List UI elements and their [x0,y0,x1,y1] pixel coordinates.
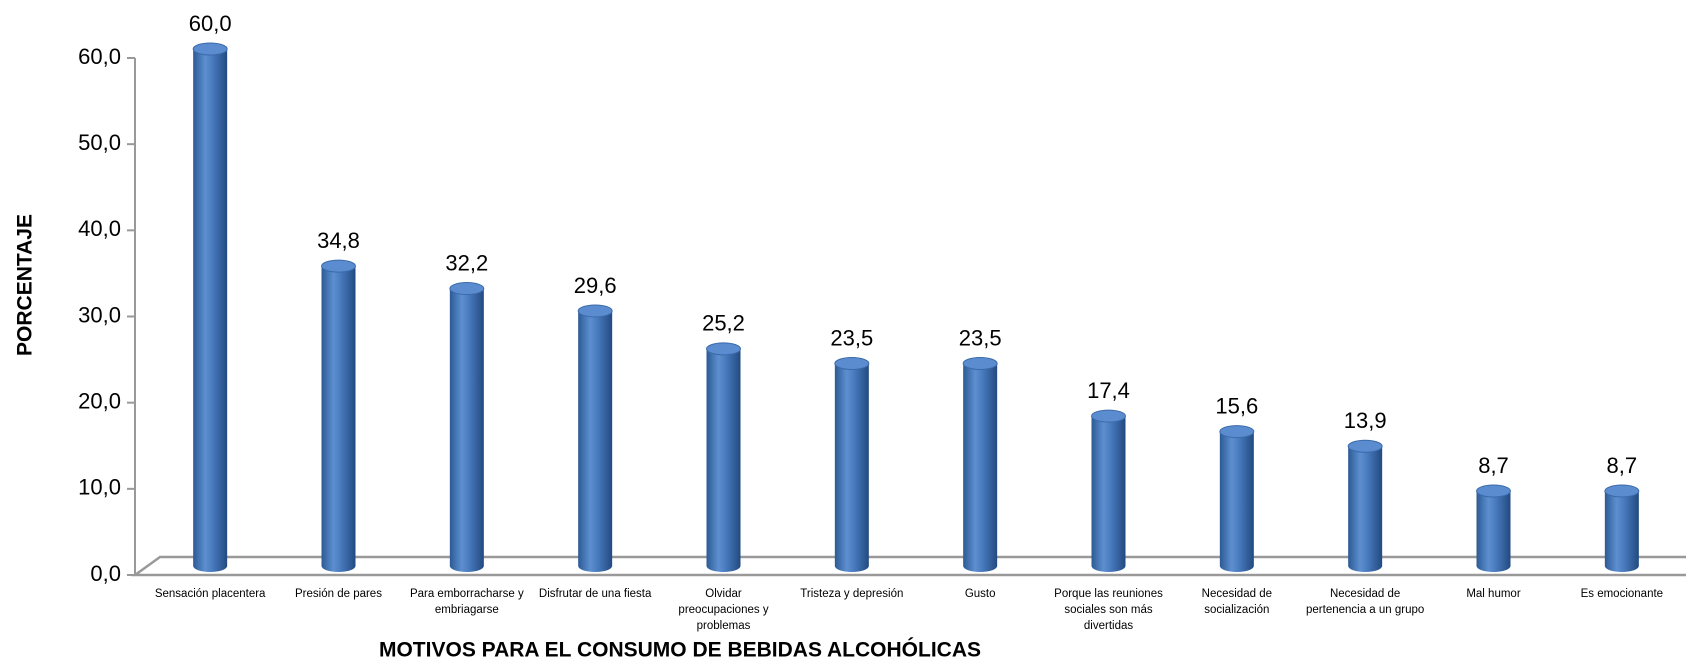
bar-body [1476,491,1511,572]
bar-body [1604,491,1639,572]
bar-top [1091,409,1126,423]
bar-body [321,266,356,572]
y-tick-label: 60,0 [78,44,121,69]
y-tick-label: 20,0 [78,388,121,413]
bar-top [1476,484,1511,498]
data-label: 25,2 [702,311,745,336]
bar-body [834,363,869,572]
bar [962,357,998,572]
data-label: 32,2 [445,250,488,275]
bar-top [192,42,228,56]
bar [1604,484,1640,572]
x-tick-label: Gusto [964,588,996,600]
bar [321,259,356,572]
bar-top [321,259,356,273]
y-tick-label: 10,0 [78,475,121,500]
bar-top [449,282,485,296]
x-tick-label: Porque las reuniones sociales son más di… [1054,588,1163,632]
x-tick-label: Disfrutar de una fiesta [538,588,652,600]
y-tick-label: 50,0 [78,130,121,155]
bar [449,282,485,572]
y-tick-label: 40,0 [78,216,121,241]
x-tick-label: Tristeza y depresión [800,588,904,600]
data-label: 29,6 [574,273,617,298]
data-label: 23,5 [959,325,1002,350]
floor [131,555,1686,577]
y-tick-label: 0,0 [90,561,121,586]
data-label: 8,7 [1607,453,1638,478]
data-label: 8,7 [1478,453,1509,478]
bar-body [706,348,741,572]
data-label: 60,0 [189,11,232,36]
x-tick-label: Necesidad de socialización [1201,588,1272,616]
x-tick-label: Mal humor [1466,588,1521,600]
bar-top [962,357,998,371]
bar-top [706,342,741,356]
bar-body [963,363,998,572]
bar [577,304,613,572]
bar [834,357,870,572]
data-label: 23,5 [830,325,873,350]
x-tick-label: Es emocionante [1580,588,1664,600]
bar [1476,484,1511,572]
x-tick-label: Necesidad de pertenencia a un grupo [1306,588,1425,616]
bar-top [577,304,613,318]
bar-body [578,310,613,572]
bar-top [1604,484,1640,498]
bar [192,42,228,572]
bar-top [1219,425,1255,439]
y-axis-title: PORCENTAJE [14,214,37,356]
bar-body [449,288,484,572]
data-label: 17,4 [1087,378,1130,403]
bar-body [193,49,228,572]
data-label: 13,9 [1344,408,1387,433]
bar [1347,439,1383,572]
bar-body [1348,446,1383,572]
x-tick-label: Sensación placentera [154,588,266,600]
bar-body [1091,416,1126,572]
bar-body [1219,431,1254,572]
data-label: 34,8 [317,228,360,253]
x-tick-label: Olvidar preocupaciones y problemas [678,588,769,632]
bar-top [834,357,870,371]
bar-top [1347,439,1383,453]
bar [1091,409,1126,572]
bar [706,342,741,572]
y-tick-label: 30,0 [78,302,121,327]
bar [1219,425,1255,572]
x-tick-label: Presión de pares [295,588,382,600]
x-tick-label: Para emborracharse y embriagarse [409,588,524,616]
x-axis-title: MOTIVOS PARA EL CONSUMO DE BEBIDAS ALCOH… [379,638,981,662]
data-label: 15,6 [1215,393,1258,418]
